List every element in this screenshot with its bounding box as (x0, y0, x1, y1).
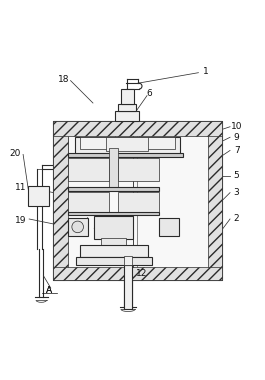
Text: 7: 7 (234, 146, 240, 155)
Bar (68, 158, 109, 181)
Text: 18: 18 (58, 75, 70, 84)
Bar (118, 158, 159, 181)
Text: 5: 5 (234, 171, 240, 180)
Bar (68, 218, 88, 236)
Text: 3: 3 (234, 188, 240, 197)
Bar (68, 153, 183, 157)
Bar (68, 192, 109, 212)
Bar (124, 256, 132, 265)
Bar (54, 122, 222, 136)
Text: A: A (46, 286, 52, 294)
Bar (76, 257, 152, 265)
Bar (80, 137, 175, 149)
Text: 19: 19 (15, 216, 26, 225)
Text: 6: 6 (147, 89, 153, 98)
Text: A: A (46, 286, 52, 294)
Bar (124, 264, 132, 309)
Bar (54, 122, 222, 280)
Bar (74, 137, 180, 154)
Bar (118, 103, 136, 111)
Text: 12: 12 (136, 269, 147, 277)
Bar (54, 267, 222, 280)
Bar (115, 111, 139, 122)
Bar (54, 122, 68, 280)
Bar (68, 212, 159, 215)
Bar (159, 218, 179, 236)
Bar (121, 89, 134, 103)
Bar (208, 122, 222, 280)
Bar (94, 215, 132, 239)
Text: 1: 1 (204, 67, 209, 76)
Text: 10: 10 (231, 122, 242, 131)
Bar (28, 186, 49, 206)
Bar (101, 238, 126, 247)
Bar (118, 192, 159, 212)
Text: 11: 11 (15, 183, 26, 192)
Bar (109, 148, 118, 190)
Bar (68, 187, 159, 191)
Bar (80, 245, 148, 257)
Circle shape (72, 221, 83, 233)
Bar (106, 137, 148, 151)
Text: 2: 2 (234, 214, 240, 223)
Bar (68, 136, 208, 267)
Text: 9: 9 (234, 133, 240, 142)
Text: 20: 20 (10, 149, 21, 158)
